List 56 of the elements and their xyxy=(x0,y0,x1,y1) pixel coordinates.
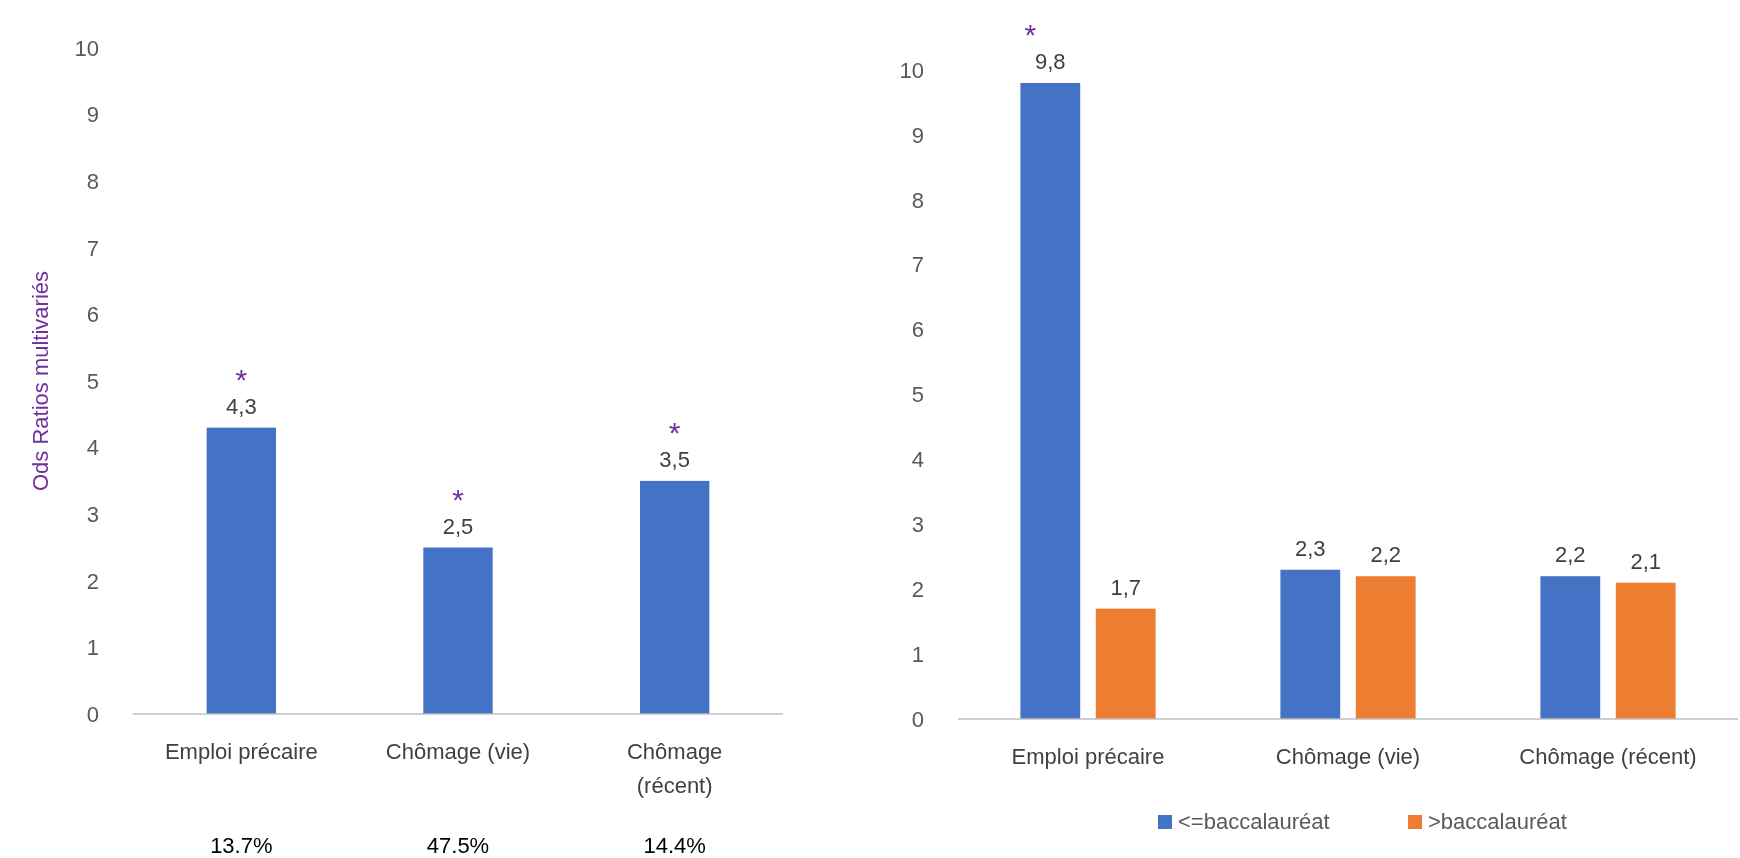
bar xyxy=(206,427,276,714)
x-tick-label: Chômage (vie) xyxy=(1275,744,1421,769)
y-tick-label: 3 xyxy=(911,512,924,537)
text: 47.5% xyxy=(426,833,490,858)
y-tick-label: 5 xyxy=(911,382,924,408)
x-tick-label: Emploi précaire xyxy=(1011,744,1165,769)
y-tick-label: 5 xyxy=(86,368,99,394)
y-axis-title: Ods Ratios multivariés xyxy=(28,270,53,492)
y-tick-label: 2 xyxy=(86,568,99,594)
annotation: * xyxy=(235,362,248,396)
y-tick-label: 2 xyxy=(911,576,924,602)
data-label: 1,7 xyxy=(1110,574,1141,600)
bar xyxy=(423,547,493,714)
bar xyxy=(1540,576,1601,719)
y-tick-label: 6 xyxy=(86,302,99,328)
data-label: 3,5 xyxy=(659,446,690,472)
y-tick-label: 8 xyxy=(86,168,99,194)
text: 13.7% xyxy=(210,833,273,858)
text: * xyxy=(1024,17,1037,51)
bar xyxy=(1095,608,1156,719)
x-tick-label: Chômage (récent) xyxy=(626,739,723,798)
x-tick-label: Chômage (vie) xyxy=(385,739,531,764)
data-label: 9,8 xyxy=(1035,48,1066,74)
data-label: 2,2 xyxy=(1370,542,1401,568)
text: 14.4% xyxy=(643,833,706,858)
y-tick-label: 10 xyxy=(74,35,99,61)
y-tick-label: 4 xyxy=(911,447,924,473)
y-tick-label: 9 xyxy=(86,102,99,128)
annotation: * xyxy=(452,482,465,516)
legend-label: >baccalauréat xyxy=(1428,809,1567,834)
data-label: 2,5 xyxy=(442,513,474,539)
y-tick-label: 1 xyxy=(86,635,99,661)
y-tick-label: 7 xyxy=(86,235,99,261)
data-label: 2,3 xyxy=(1295,535,1326,561)
x-tick-label: Chômage (récent) xyxy=(1519,744,1697,769)
x-tick-label: Emploi précaire xyxy=(164,739,318,764)
legend-label: <=baccalauréat xyxy=(1178,809,1330,834)
bar xyxy=(1280,569,1341,719)
y-tick-label: 7 xyxy=(911,252,924,278)
data-label: 2,1 xyxy=(1630,548,1661,574)
annotation: * xyxy=(668,415,681,449)
data-label: 2,2 xyxy=(1555,542,1586,568)
y-tick-label: 0 xyxy=(911,706,924,732)
bar xyxy=(1355,576,1416,719)
y-tick-label: 10 xyxy=(899,57,924,83)
bar xyxy=(1020,82,1081,719)
y-tick-label: 1 xyxy=(911,641,924,667)
y-tick-label: 8 xyxy=(911,187,924,213)
y-tick-label: 9 xyxy=(911,122,924,148)
y-tick-label: 4 xyxy=(86,435,99,461)
y-tick-label: 3 xyxy=(86,501,99,527)
y-tick-label: 6 xyxy=(911,317,924,343)
bar xyxy=(640,480,710,714)
data-label: 4,3 xyxy=(226,393,257,419)
y-tick-label: 0 xyxy=(86,701,99,727)
bar xyxy=(1615,582,1676,719)
